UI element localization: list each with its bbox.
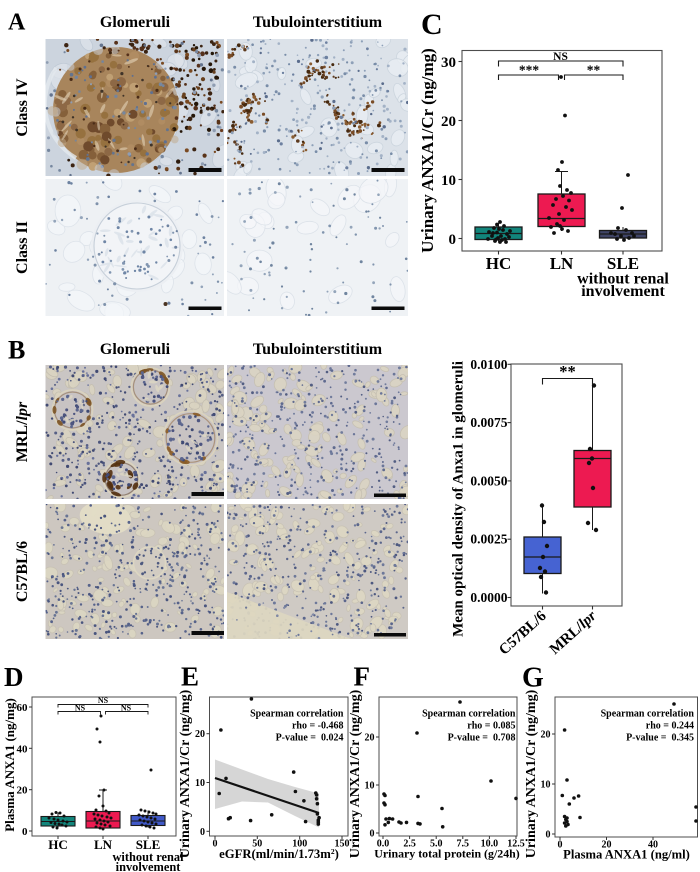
svg-text:Tubulointerstitium: Tubulointerstitium [253, 14, 383, 31]
svg-text:0.0050: 0.0050 [470, 473, 507, 488]
svg-text:C57BL/6: C57BL/6 [14, 541, 31, 602]
svg-text:10.0: 10.0 [481, 839, 499, 850]
svg-text:Mean optical density of Anxa1: Mean optical density of Anxa1 in glomeru… [451, 361, 467, 637]
svg-text:Class II: Class II [14, 221, 31, 274]
svg-text:rho = -0.468: rho = -0.468 [292, 721, 344, 732]
svg-text:10: 10 [441, 173, 456, 189]
svg-text:without renal: without renal [112, 850, 184, 864]
svg-text:F: F [354, 662, 371, 692]
svg-text:eGFR(ml/min/1.73m2): eGFR(ml/min/1.73m2) [219, 847, 339, 861]
svg-text:E: E [181, 662, 199, 692]
svg-text:0.0000: 0.0000 [470, 590, 507, 605]
svg-text:Plasma ANXA1 (ng/ml): Plasma ANXA1 (ng/ml) [563, 848, 690, 862]
svg-text:NS: NS [553, 51, 568, 63]
svg-text:Urinary ANXA1/Cr (ng/mg): Urinary ANXA1/Cr (ng/mg) [348, 689, 363, 858]
svg-text:20: 20 [195, 729, 205, 740]
svg-text:**: ** [559, 362, 576, 381]
svg-text:Glomeruli: Glomeruli [100, 341, 171, 358]
svg-text:Plasma ANXA1 (ng/mg): Plasma ANXA1 (ng/mg) [2, 698, 17, 832]
svg-text:P-value = 0.024: P-value = 0.024 [276, 733, 344, 744]
svg-text:0: 0 [558, 840, 563, 851]
svg-text:LN: LN [550, 254, 574, 273]
svg-text:150: 150 [335, 839, 350, 850]
svg-text:P-value = 0.708: P-value = 0.708 [448, 733, 516, 744]
svg-text:0: 0 [22, 826, 28, 838]
svg-text:D: D [4, 662, 24, 692]
svg-text:0: 0 [370, 829, 375, 840]
svg-text:NS: NS [121, 704, 132, 713]
svg-text:0: 0 [546, 830, 551, 841]
svg-text:Glomeruli: Glomeruli [100, 14, 171, 31]
svg-text:60: 60 [17, 702, 29, 714]
svg-text:0.0025: 0.0025 [470, 532, 507, 547]
svg-text:20: 20 [541, 730, 551, 741]
svg-text:10: 10 [195, 778, 205, 789]
svg-text:30: 30 [441, 55, 456, 71]
svg-text:Spearman correlation: Spearman correlation [601, 709, 695, 720]
svg-text:20: 20 [441, 114, 456, 130]
svg-text:HC: HC [486, 254, 512, 273]
svg-text:rho = 0.244: rho = 0.244 [646, 721, 694, 732]
svg-text:100: 100 [292, 839, 307, 850]
svg-text:involvement: involvement [116, 860, 182, 872]
svg-text:NS: NS [98, 696, 109, 705]
svg-text:Urinary ANXA1/Cr (ng/mg): Urinary ANXA1/Cr (ng/mg) [418, 48, 437, 253]
svg-text:G: G [522, 663, 544, 694]
svg-text:Urinary ANXA1/Cr (ng/mg): Urinary ANXA1/Cr (ng/mg) [524, 689, 539, 858]
svg-text:10: 10 [365, 781, 375, 792]
svg-text:20: 20 [17, 785, 29, 797]
svg-text:without renal: without renal [577, 271, 669, 288]
svg-text:Spearman correlation: Spearman correlation [422, 709, 516, 720]
svg-text:HC: HC [48, 837, 68, 852]
svg-text:40: 40 [648, 840, 658, 851]
svg-text:C: C [421, 8, 443, 41]
svg-text:0.0: 0.0 [377, 839, 390, 850]
svg-text:B: B [8, 336, 25, 365]
svg-text:Urinary ANXA1/Cr (ng/mg): Urinary ANXA1/Cr (ng/mg) [178, 689, 193, 858]
svg-text:12.5: 12.5 [507, 839, 525, 850]
svg-text:0.0075: 0.0075 [470, 415, 507, 430]
svg-text:50: 50 [252, 839, 262, 850]
svg-text:7.5: 7.5 [457, 839, 470, 850]
svg-text:***: *** [519, 63, 540, 78]
svg-text:0: 0 [200, 827, 205, 838]
svg-text:Class IV: Class IV [14, 78, 31, 137]
svg-text:40: 40 [17, 743, 29, 755]
svg-text:MRL/lpr: MRL/lpr [14, 401, 31, 462]
svg-text:SLE: SLE [607, 254, 639, 273]
svg-text:NS: NS [75, 704, 86, 713]
svg-text:P-value = 0.345: P-value = 0.345 [626, 733, 694, 744]
svg-text:Urinary total protein (g/24h): Urinary total protein (g/24h) [374, 847, 519, 861]
svg-text:0: 0 [449, 232, 457, 248]
svg-text:A: A [8, 10, 26, 36]
svg-text:rho = 0.085: rho = 0.085 [467, 721, 515, 732]
svg-text:10: 10 [541, 780, 551, 791]
svg-text:20: 20 [602, 840, 612, 851]
svg-text:0: 0 [213, 839, 218, 850]
svg-text:SLE: SLE [136, 837, 161, 852]
svg-text:2.5: 2.5 [403, 839, 416, 850]
svg-text:0.0100: 0.0100 [470, 357, 507, 372]
svg-text:5.0: 5.0 [430, 839, 443, 850]
svg-text:LN: LN [94, 837, 113, 852]
svg-text:20: 20 [365, 733, 375, 744]
svg-text:**: ** [587, 63, 601, 78]
svg-text:involvement: involvement [581, 283, 665, 300]
svg-text:Tubulointerstitium: Tubulointerstitium [253, 341, 383, 358]
svg-text:Spearman correlation: Spearman correlation [250, 709, 344, 720]
